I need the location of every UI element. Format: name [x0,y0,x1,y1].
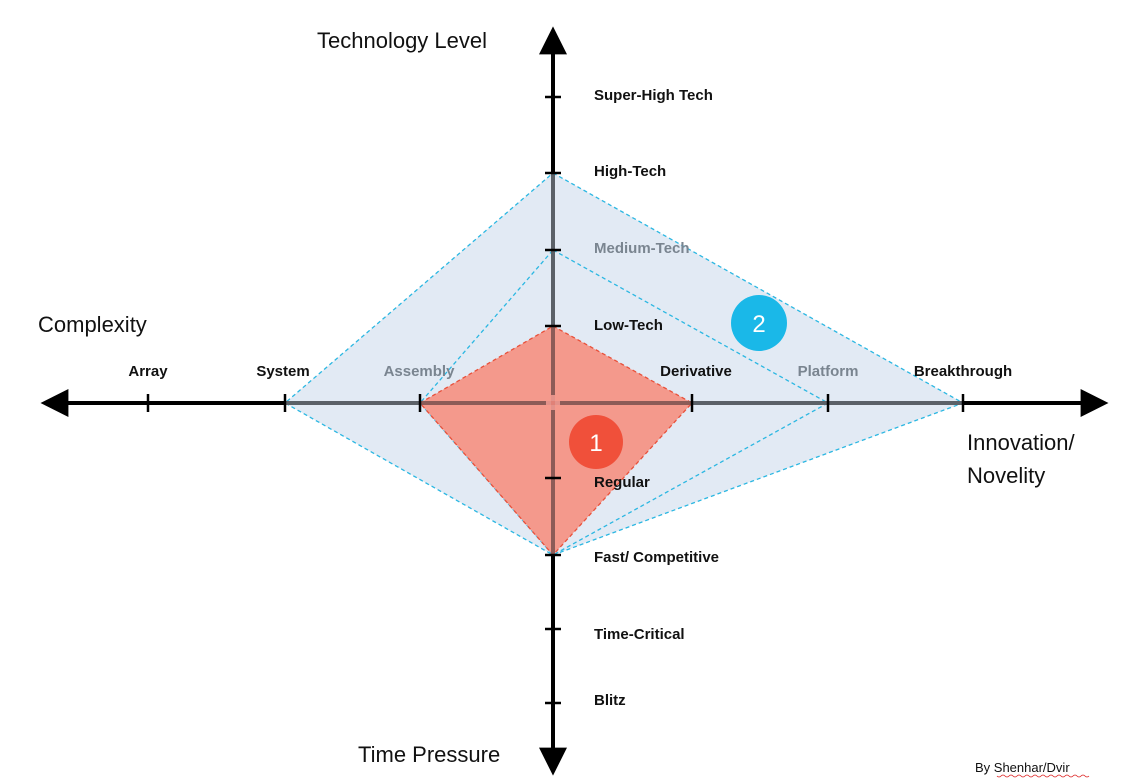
project-outline-diamond [419,249,830,556]
project-2-diamond [283,172,965,556]
pace-label-time-critical: Time-Critical [594,626,685,643]
complexity-label-array: Array [128,363,168,380]
badge-circle [731,295,787,351]
spellcheck-underline [996,774,1090,778]
badge-circle [569,415,623,469]
project-badge-2: 2 [731,295,787,351]
novelty-label-breakthrough: Breakthrough [914,363,1012,380]
axis-ticks [146,95,965,705]
novelty-label-derivative: Derivative [660,363,732,380]
tech-label-super-high: Super-High Tech [594,87,713,104]
tech-label-high: High-Tech [594,163,666,180]
novelty-axis-title-line1: Innovation/ [967,430,1076,455]
novelty-axis-title-line2: Novelity [967,463,1045,488]
complexity-axis-title: Complexity [38,312,147,337]
project-badge-1: 1 [569,415,623,469]
complexity-label-system: System [256,363,309,380]
pace-label-blitz: Blitz [594,692,626,709]
credit-text: By Shenhar/Dvir [975,760,1070,775]
complexity-label-assembly: Assembly [384,363,456,380]
tech-label-medium: Medium-Tech [594,240,690,257]
badge-number: 2 [752,311,765,338]
tech-label-low: Low-Tech [594,317,663,334]
pace-label-fast: Fast/ Competitive [594,549,719,566]
technology-axis-title: Technology Level [317,28,487,53]
badge-number: 1 [589,430,602,457]
project-shapes [283,172,965,556]
pace-label-regular: Regular [594,474,650,491]
novelty-label-platform: Platform [798,363,859,380]
pace-axis-title: Time Pressure [358,742,500,767]
